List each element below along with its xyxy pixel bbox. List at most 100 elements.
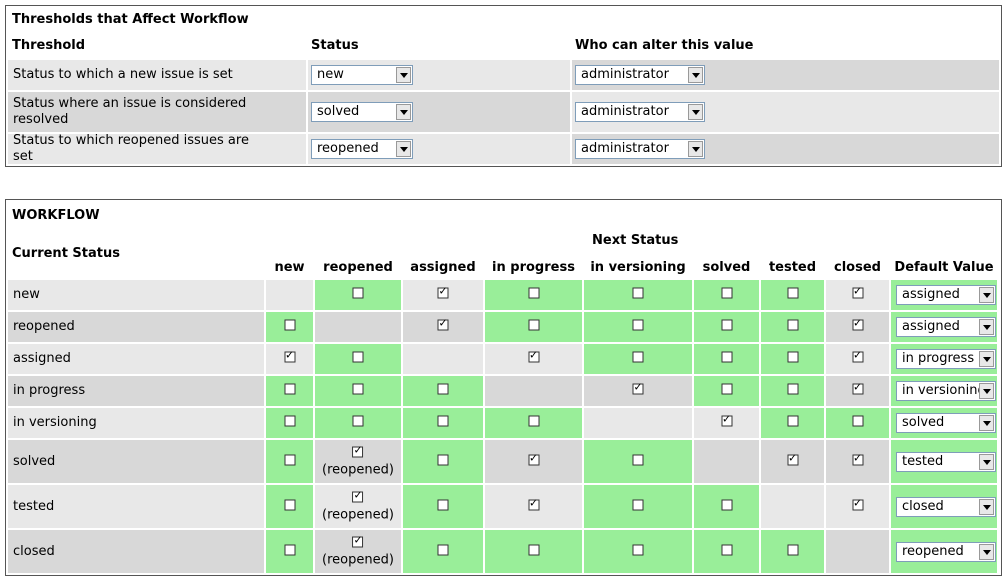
workflow-row: closed (reopened) reopened: [8, 530, 999, 573]
transition-cell: [485, 344, 582, 374]
transition-checkbox[interactable]: [528, 544, 539, 555]
transition-cell: [584, 530, 692, 573]
who-select[interactable]: administrator: [575, 65, 705, 85]
transition-checkbox[interactable]: [787, 351, 798, 363]
transition-checkbox[interactable]: [852, 496, 863, 510]
transition-checkbox[interactable]: [721, 319, 732, 331]
status-select[interactable]: new: [311, 65, 413, 85]
transition-checkbox[interactable]: [787, 451, 798, 465]
status-select[interactable]: reopened: [311, 139, 413, 159]
chevron-down-icon: [979, 351, 994, 367]
transition-checkbox[interactable]: [437, 317, 449, 331]
transition-checkbox[interactable]: [284, 319, 295, 331]
transition-checkbox[interactable]: [437, 499, 449, 510]
transition-cell: [826, 376, 889, 406]
workflow-row: in progress in versioning: [8, 376, 999, 406]
transition-checkbox[interactable]: [852, 415, 863, 427]
transition-checkbox[interactable]: [352, 443, 364, 457]
default-value-text: reopened: [902, 543, 964, 559]
who-select[interactable]: administrator: [575, 102, 705, 122]
transition-checkbox[interactable]: [787, 544, 798, 555]
default-value-select[interactable]: in progress: [896, 349, 996, 369]
workflow-row: solved (reopened) tested: [8, 440, 999, 483]
transition-checkbox[interactable]: [352, 488, 364, 502]
transition-checkbox[interactable]: [721, 351, 732, 363]
who-header: Who can alter this value: [575, 38, 754, 53]
transition-cell: [266, 312, 313, 342]
default-value-select[interactable]: reopened: [896, 541, 996, 562]
who-select[interactable]: administrator: [575, 139, 705, 159]
default-value-select[interactable]: assigned: [896, 285, 996, 305]
transition-checkbox[interactable]: [528, 319, 539, 331]
default-value-text: assigned: [902, 319, 960, 334]
transition-checkbox[interactable]: [284, 499, 295, 510]
transition-cell-disabled: [266, 280, 313, 310]
transition-checkbox[interactable]: [632, 351, 644, 363]
transition-checkbox[interactable]: [787, 415, 798, 427]
default-value-select[interactable]: closed: [896, 496, 996, 517]
transition-checkbox[interactable]: [437, 544, 449, 555]
transition-checkbox[interactable]: [437, 415, 449, 427]
transition-cell: [403, 280, 483, 310]
default-value-text: closed: [902, 498, 944, 514]
column-header: in versioning: [590, 260, 686, 275]
transition-checkbox[interactable]: [352, 351, 364, 363]
transition-checkbox[interactable]: [721, 383, 732, 395]
status-select[interactable]: solved: [311, 102, 413, 122]
transition-checkbox[interactable]: [721, 499, 732, 510]
default-value-text: tested: [902, 453, 944, 469]
transition-checkbox[interactable]: [721, 413, 732, 427]
transition-checkbox[interactable]: [528, 496, 539, 510]
transition-checkbox[interactable]: [721, 544, 732, 555]
transition-cell: [403, 408, 483, 438]
transition-checkbox[interactable]: [284, 349, 295, 363]
transition-checkbox[interactable]: [437, 454, 449, 465]
transition-cell: [584, 312, 692, 342]
transition-checkbox[interactable]: [632, 319, 644, 331]
transition-checkbox[interactable]: [352, 533, 364, 547]
transition-checkbox[interactable]: [528, 451, 539, 465]
transition-checkbox[interactable]: [632, 499, 644, 510]
transition-checkbox[interactable]: [852, 381, 863, 395]
transition-cell: [584, 485, 692, 528]
default-value-select[interactable]: solved: [896, 413, 996, 433]
transition-checkbox[interactable]: [284, 544, 295, 555]
transition-checkbox[interactable]: [528, 287, 539, 299]
default-value-select[interactable]: assigned: [896, 317, 996, 337]
transition-checkbox[interactable]: [721, 287, 732, 299]
transition-checkbox[interactable]: [852, 285, 863, 299]
transition-cell: (reopened): [315, 530, 401, 573]
transition-checkbox[interactable]: [787, 319, 798, 331]
transition-checkbox[interactable]: [352, 415, 364, 427]
transition-checkbox[interactable]: [632, 381, 644, 395]
transition-cell: [694, 530, 759, 573]
workflow-row: tested (reopened) closed: [8, 485, 999, 528]
transition-checkbox[interactable]: [437, 285, 449, 299]
transition-cell: [761, 440, 824, 483]
transition-checkbox[interactable]: [632, 544, 644, 555]
transition-checkbox[interactable]: [437, 383, 449, 395]
transition-checkbox[interactable]: [528, 415, 539, 427]
workflow-row: in versioning solved: [8, 408, 999, 438]
transition-checkbox[interactable]: [528, 349, 539, 363]
transition-checkbox[interactable]: [352, 383, 364, 395]
transition-checkbox[interactable]: [632, 454, 644, 465]
transition-checkbox[interactable]: [284, 454, 295, 465]
transition-cell: [403, 376, 483, 406]
chevron-down-icon: [396, 67, 411, 83]
transition-checkbox[interactable]: [352, 287, 364, 299]
chevron-down-icon: [979, 453, 994, 470]
transition-checkbox[interactable]: [284, 383, 295, 395]
transition-cell: [266, 344, 313, 374]
transition-checkbox[interactable]: [852, 451, 863, 465]
transition-checkbox[interactable]: [787, 287, 798, 299]
transition-checkbox[interactable]: [852, 317, 863, 331]
transition-cell: [403, 485, 483, 528]
default-value-select[interactable]: in versioning: [896, 381, 996, 401]
default-value-select[interactable]: tested: [896, 451, 996, 472]
chevron-down-icon: [979, 319, 994, 335]
transition-checkbox[interactable]: [852, 349, 863, 363]
transition-checkbox[interactable]: [284, 415, 295, 427]
transition-checkbox[interactable]: [787, 383, 798, 395]
transition-checkbox[interactable]: [632, 287, 644, 299]
